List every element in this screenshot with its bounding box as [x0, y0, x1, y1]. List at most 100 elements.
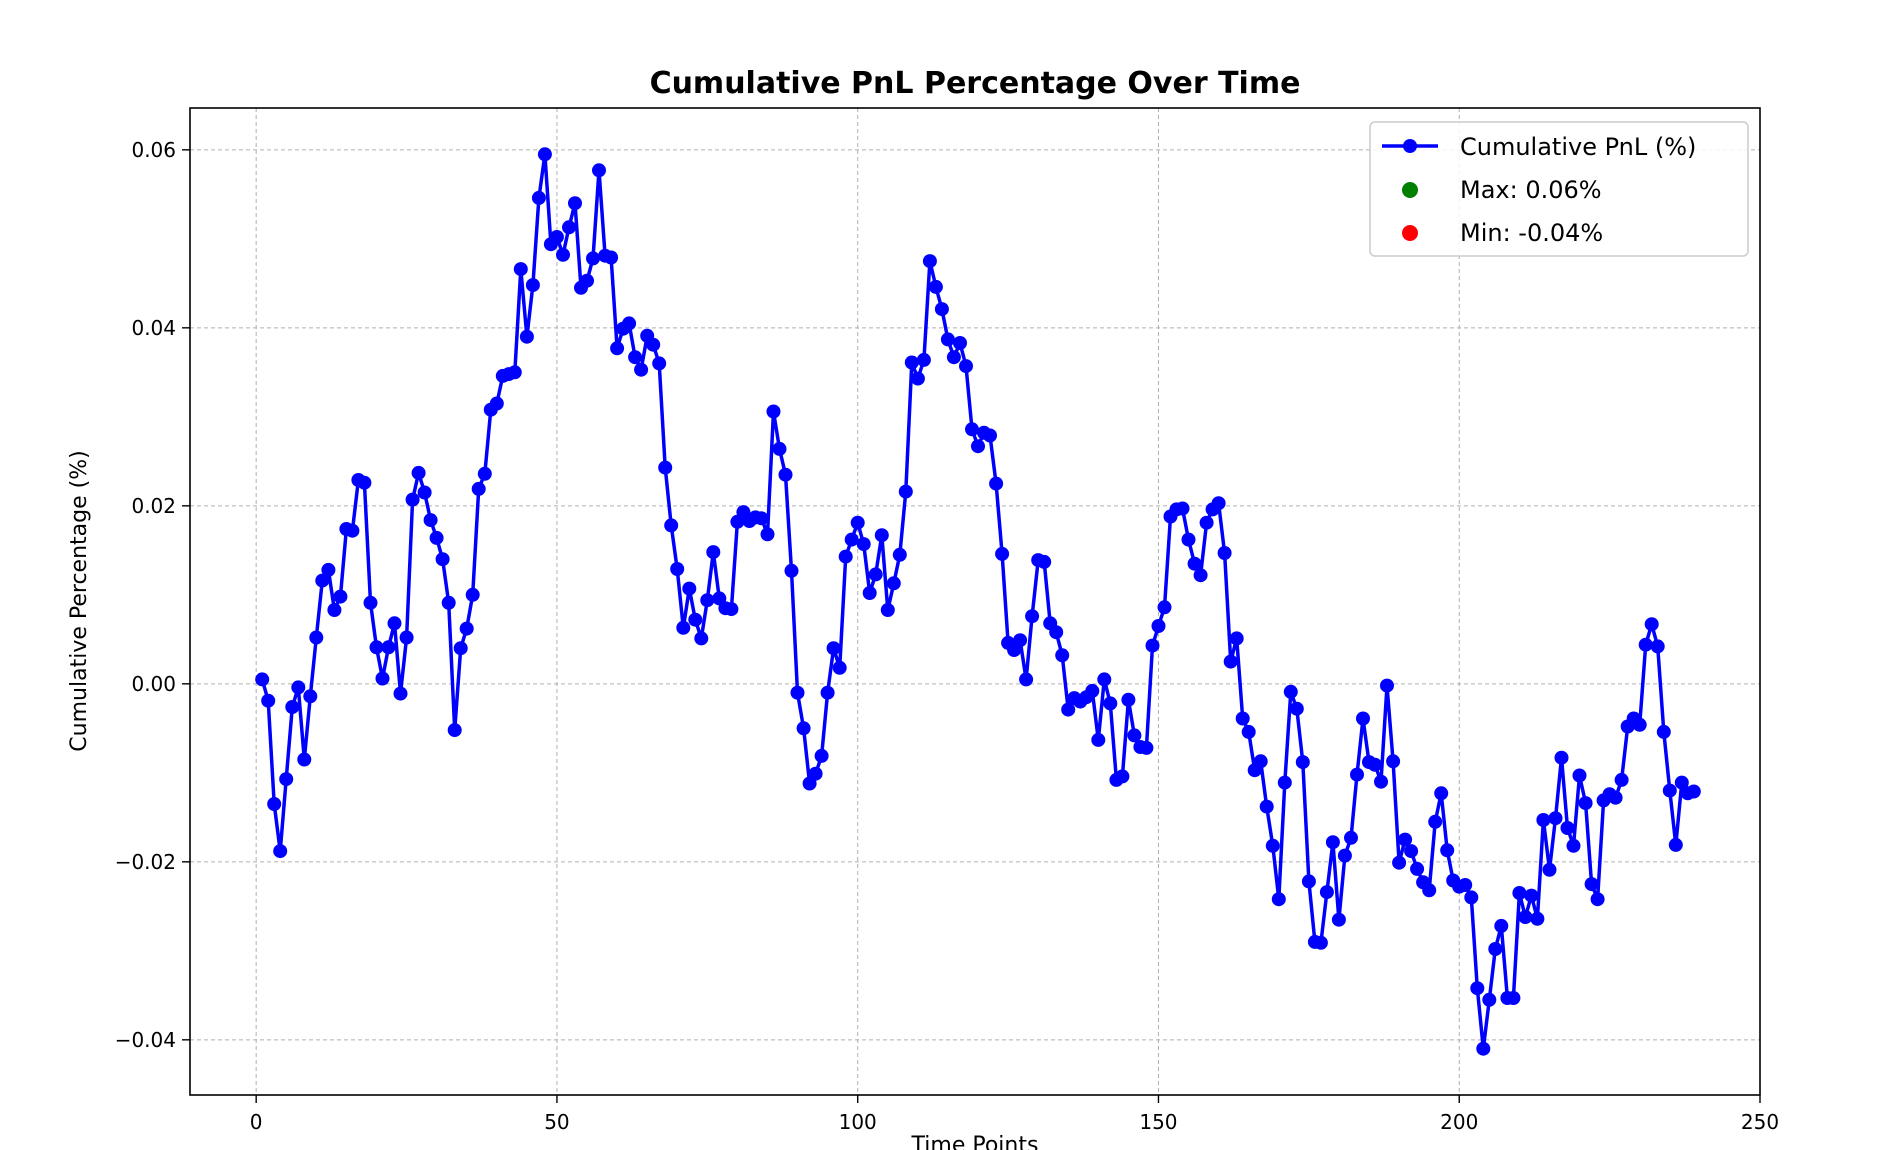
- data-point: [1434, 786, 1449, 801]
- data-point: [670, 562, 685, 576]
- legend-series-label: Cumulative PnL (%): [1460, 133, 1696, 161]
- data-point: [898, 484, 913, 499]
- x-tick-label: 150: [1139, 1110, 1177, 1134]
- data-point: [1187, 556, 1202, 571]
- data-point: [1229, 631, 1244, 646]
- data-point: [724, 602, 739, 617]
- data-point: [531, 190, 546, 205]
- data-point: [586, 251, 600, 266]
- data-point: [1644, 617, 1659, 632]
- data-point: [808, 766, 823, 781]
- chart-title: Cumulative PnL Percentage Over Time: [650, 66, 1301, 101]
- data-point: [1482, 992, 1497, 1007]
- data-point: [1476, 1041, 1491, 1056]
- data-point: [1548, 811, 1563, 826]
- data-point: [886, 576, 901, 591]
- data-point: [315, 573, 330, 588]
- data-point: [1313, 935, 1328, 950]
- data-point: [1097, 672, 1112, 687]
- data-point: [1211, 496, 1226, 511]
- data-point: [1271, 892, 1286, 907]
- data-point: [1428, 814, 1443, 829]
- data-point: [1301, 874, 1316, 889]
- data-point: [946, 350, 961, 365]
- data-point: [688, 612, 703, 627]
- data-point: [1223, 654, 1238, 669]
- data-point: [658, 460, 673, 475]
- y-tick-label: 0.00: [131, 672, 176, 696]
- legend-max-label: Max: 0.06%: [1460, 176, 1602, 204]
- data-point: [1560, 821, 1575, 835]
- data-point: [628, 350, 643, 365]
- y-axis-label: Cumulative Percentage (%): [67, 450, 92, 751]
- data-point: [652, 356, 667, 371]
- data-point: [604, 250, 619, 265]
- x-tick-label: 50: [544, 1110, 569, 1134]
- data-point: [694, 631, 709, 646]
- data-point: [1259, 799, 1274, 814]
- data-point: [622, 316, 637, 331]
- x-tick-label: 200: [1440, 1110, 1478, 1134]
- data-point: [1019, 672, 1034, 687]
- data-point: [1554, 750, 1569, 765]
- data-point: [766, 404, 781, 419]
- data-point: [953, 336, 967, 350]
- data-point: [363, 595, 378, 610]
- data-point: [1566, 838, 1581, 853]
- data-point: [345, 523, 360, 538]
- data-point: [1289, 701, 1304, 716]
- data-point: [1656, 724, 1671, 739]
- data-point: [429, 530, 444, 545]
- data-point: [1175, 501, 1190, 516]
- data-point: [568, 196, 582, 211]
- data-point: [405, 492, 420, 507]
- data-point: [904, 355, 919, 370]
- data-point: [261, 693, 276, 708]
- data-point: [441, 595, 456, 610]
- data-point: [1277, 775, 1292, 790]
- data-point: [610, 341, 625, 356]
- data-point: [1506, 991, 1521, 1005]
- data-point: [706, 545, 721, 560]
- data-point: [1668, 837, 1683, 852]
- data-point: [784, 563, 799, 578]
- data-point: [471, 481, 486, 496]
- data-point: [778, 467, 793, 482]
- data-point: [465, 587, 480, 602]
- y-tick-label: 0.04: [131, 316, 176, 340]
- data-point: [255, 672, 270, 687]
- data-point: [321, 562, 336, 577]
- data-point: [1530, 911, 1545, 926]
- data-point: [880, 603, 895, 617]
- data-point: [411, 465, 426, 480]
- legend-min-label: Min: -0.04%: [1460, 219, 1603, 247]
- data-point: [995, 546, 1010, 561]
- data-point: [1536, 813, 1551, 827]
- data-point: [1295, 755, 1310, 770]
- x-tick-label: 250: [1741, 1110, 1779, 1134]
- data-point: [580, 273, 594, 288]
- data-point: [507, 365, 522, 380]
- data-point: [1410, 861, 1425, 876]
- data-point: [1139, 740, 1154, 755]
- data-point: [369, 640, 384, 655]
- data-point: [285, 700, 300, 714]
- data-point: [513, 262, 528, 277]
- data-point: [1127, 728, 1142, 743]
- data-point: [1542, 862, 1557, 877]
- data-point: [1344, 830, 1358, 845]
- data-point: [279, 772, 294, 787]
- data-point: [1590, 892, 1605, 907]
- data-point: [1404, 844, 1419, 859]
- data-point: [989, 476, 1004, 491]
- data-point: [1091, 732, 1106, 747]
- data-point: [983, 428, 997, 443]
- data-point: [1145, 638, 1160, 653]
- data-point: [327, 603, 342, 617]
- data-point: [634, 362, 649, 377]
- data-point: [862, 586, 877, 600]
- data-point: [273, 844, 288, 859]
- legend-series-marker-icon: [1403, 139, 1417, 153]
- data-point: [525, 278, 540, 293]
- data-point: [1253, 754, 1268, 769]
